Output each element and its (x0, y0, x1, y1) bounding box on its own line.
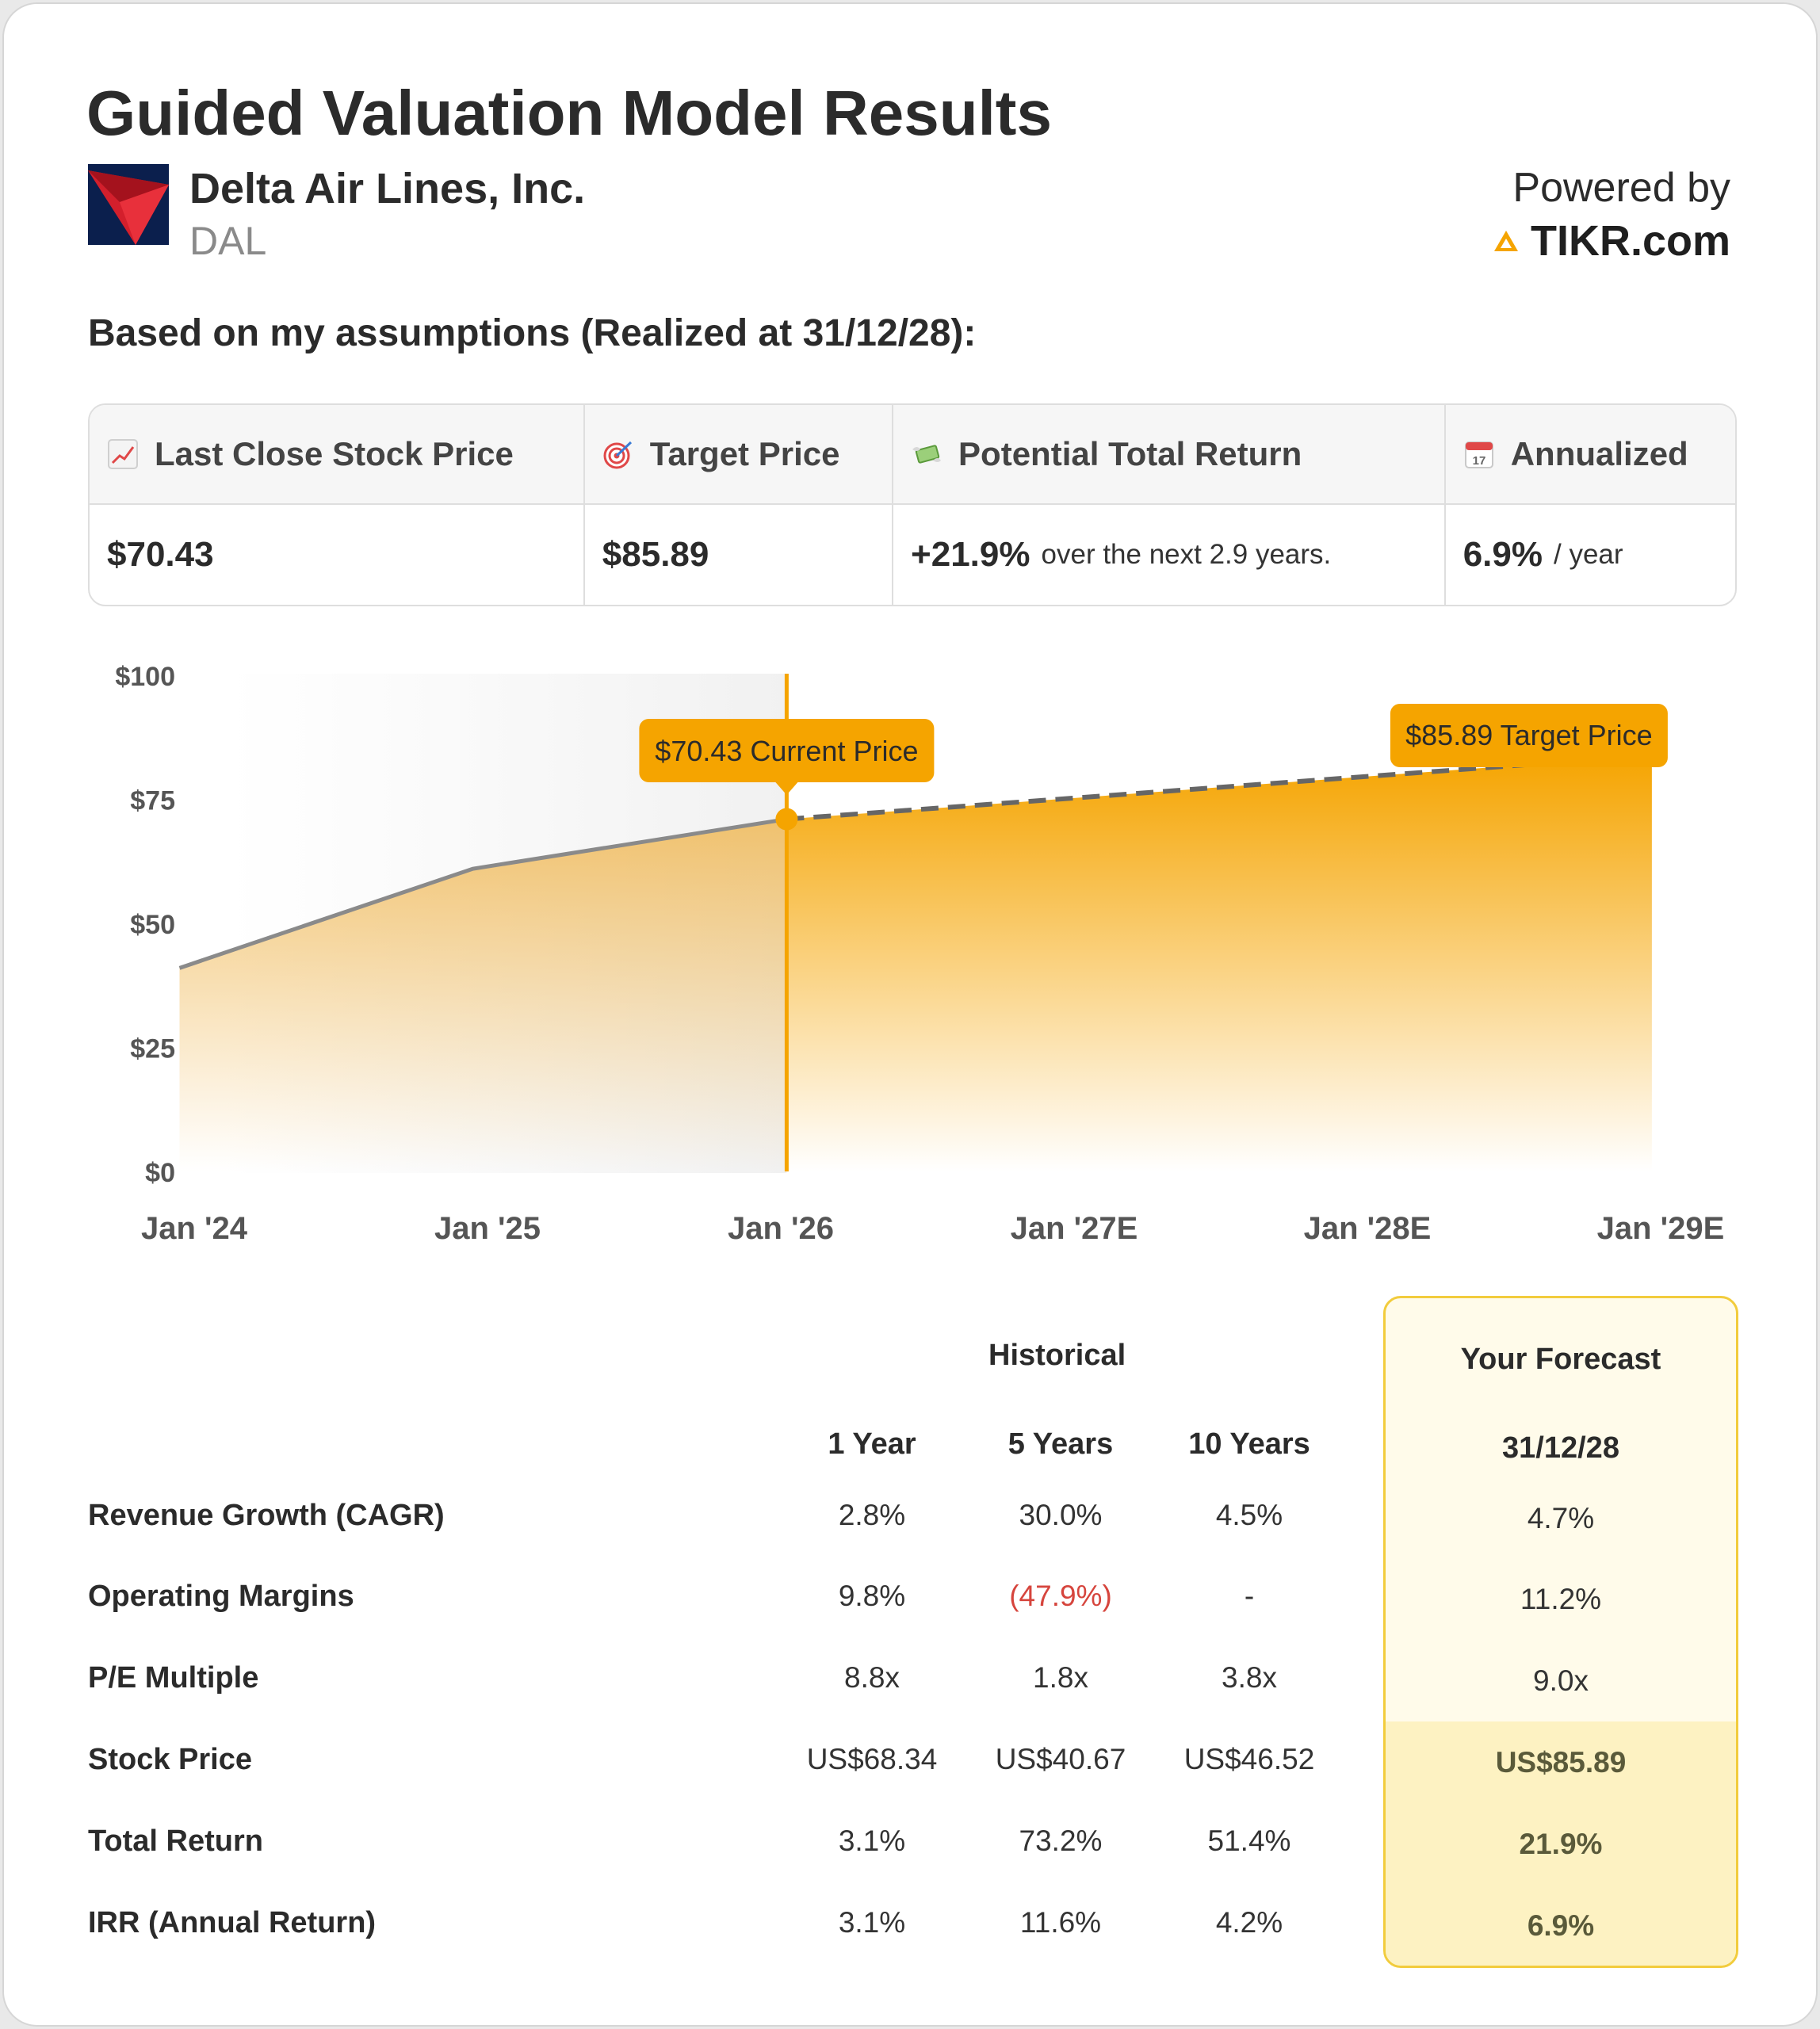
y-tick-label: $50 (130, 910, 175, 940)
forecast-cell: 6.9% (1527, 1909, 1595, 1942)
forecast-title: Your Forecast (1460, 1343, 1661, 1376)
col-head-5y: 5 Years (1008, 1427, 1114, 1461)
table-cell: 3.1% (838, 1825, 906, 1857)
current-price-tag-pointer (775, 782, 798, 795)
tikr-logo-icon (1493, 231, 1518, 251)
y-tick-label: $75 (130, 786, 175, 816)
table-cell: 4.5% (1215, 1499, 1283, 1531)
historical-area (179, 819, 787, 1171)
tikr-brand-text: TIKR.com (1530, 217, 1730, 265)
metric-target-label: Target Price (649, 435, 840, 472)
table-cell: 51.4% (1207, 1825, 1291, 1857)
row-label: IRR (Annual Return) (88, 1906, 377, 1939)
forecast-date: 31/12/28 (1502, 1431, 1619, 1465)
historical-line (178, 817, 787, 970)
y-tick-label: $0 (145, 1158, 175, 1188)
current-price-tag (639, 719, 935, 782)
table-cell: 3.8x (1222, 1661, 1277, 1694)
table-cell: 9.8% (838, 1580, 906, 1612)
metric-annualized-note: / year (1554, 539, 1623, 570)
col-head-10y: 10 Years (1188, 1427, 1310, 1461)
metric-last-close-value: $70.43 (107, 535, 214, 574)
current-price-point (775, 808, 798, 831)
metric-annualized-value: 6.9% (1462, 535, 1543, 574)
table-cell: US$46.52 (1183, 1743, 1315, 1775)
tikr-brand[interactable]: TIKR.com (1493, 216, 1730, 266)
forecast-column: Your Forecast 31/12/28 (1383, 1296, 1738, 1968)
metric-annualized: 17 Annualized 6.9% / year (1445, 405, 1735, 605)
table-cell: US$40.67 (995, 1743, 1126, 1775)
metric-total-return: Potential Total Return +21.9% over the n… (893, 405, 1446, 605)
metric-annualized-label: Annualized (1510, 435, 1688, 472)
metrics-table: Last Close Stock Price $70.43 Target Pri… (88, 403, 1737, 606)
col-head-1y: 1 Year (828, 1427, 916, 1461)
table-cell: (47.9%) (1009, 1580, 1112, 1612)
table-cell: 1.8x (1033, 1661, 1088, 1694)
svg-text:17: 17 (1472, 454, 1485, 468)
company-ticker: DAL (189, 219, 267, 263)
metric-last-close: Last Close Stock Price $70.43 (90, 405, 585, 605)
x-tick-label: Jan '27E (1011, 1211, 1138, 1246)
page-title: Guided Valuation Model Results (86, 78, 1052, 148)
current-price-label: $70.43 Current Price (655, 735, 918, 767)
forecast-line (786, 762, 1529, 822)
forecast-cell: 4.7% (1527, 1502, 1595, 1534)
x-tick-label: Jan '29E (1597, 1211, 1725, 1246)
table-cell: US$68.34 (806, 1743, 938, 1775)
table-cell: - (1244, 1580, 1255, 1612)
table-cell: 11.6% (1019, 1906, 1102, 1939)
forecast-cell: 21.9% (1519, 1828, 1603, 1860)
forecast-area (786, 755, 1652, 1171)
forecast-cell: 9.0x (1533, 1664, 1589, 1697)
y-tick-label: $100 (115, 662, 175, 692)
target-price-label: $85.89 Target Price (1405, 719, 1653, 751)
calendar-icon: 17 (1464, 441, 1493, 468)
metric-total-return-value: +21.9% (911, 535, 1030, 574)
forecast-highlight (1386, 1721, 1736, 1966)
metric-total-return-label: Potential Total Return (958, 435, 1302, 472)
row-label: Total Return (88, 1825, 263, 1858)
powered-by-label: Powered by (1512, 165, 1730, 211)
money-wings-icon (912, 445, 942, 464)
chart-up-icon (108, 439, 138, 469)
price-chart: $0 $25 $50 $75 $100 Jan '24 Jan '25 Jan '26 Jan … (115, 662, 1725, 1246)
row-label: Operating Margins (88, 1580, 354, 1613)
row-label: Stock Price (88, 1743, 252, 1776)
historical-label: Historical (988, 1339, 1126, 1372)
metric-target: Target Price $85.89 (584, 405, 894, 605)
forecast-cell: US$85.89 (1495, 1746, 1627, 1779)
y-tick-label: $25 (130, 1034, 175, 1064)
metric-last-close-label: Last Close Stock Price (155, 435, 514, 472)
metric-target-value: $85.89 (602, 535, 709, 574)
target-icon (603, 441, 632, 469)
x-tick-label: Jan '26 (728, 1211, 834, 1246)
table-cell: 8.8x (844, 1661, 900, 1694)
table-cell: 73.2% (1019, 1825, 1103, 1857)
assumptions-subtitle: Based on my assumptions (Realized at 31/… (88, 312, 977, 354)
x-tick-label: Jan '24 (141, 1211, 248, 1246)
x-tick-label: Jan '25 (434, 1211, 541, 1246)
row-label: P/E Multiple (88, 1661, 259, 1695)
x-tick-label: Jan '28E (1304, 1211, 1432, 1246)
metric-total-return-note: over the next 2.9 years. (1041, 539, 1332, 570)
delta-logo-icon (88, 164, 169, 245)
table-cell: 30.0% (1019, 1499, 1103, 1531)
forecast-cell: 11.2% (1520, 1583, 1602, 1615)
row-label: Revenue Growth (CAGR) (88, 1499, 445, 1532)
target-price-tag (1390, 704, 1668, 767)
table-cell: 3.1% (838, 1906, 906, 1939)
company-name: Delta Air Lines, Inc. (189, 165, 586, 212)
table-cell: 4.2% (1215, 1906, 1283, 1939)
table-cell: 2.8% (838, 1499, 906, 1531)
